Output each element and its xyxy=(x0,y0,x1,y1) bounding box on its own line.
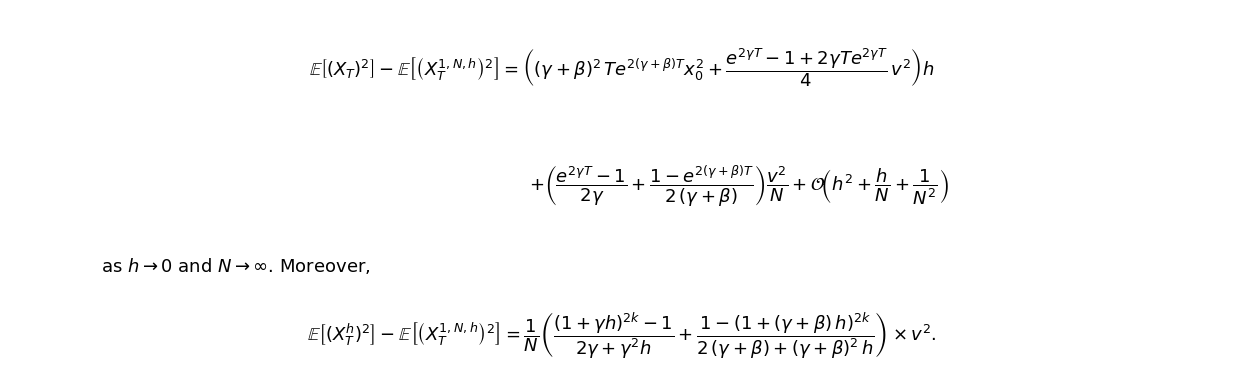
Text: $+\left(\dfrac{e^{2\gamma T}-1}{2\gamma}+\dfrac{1-e^{2(\gamma+\beta)T}}{2\,(\gam: $+\left(\dfrac{e^{2\gamma T}-1}{2\gamma}… xyxy=(530,162,950,208)
Text: $\mathbb{E}\left[(X_T)^2\right] - \mathbb{E}\left[\left(X_T^{1,N,h}\right)^2\rig: $\mathbb{E}\left[(X_T)^2\right] - \mathb… xyxy=(308,46,935,89)
Text: as $h\to 0$ and $N\to\infty$. Moreover,: as $h\to 0$ and $N\to\infty$. Moreover, xyxy=(101,256,370,276)
Text: $\mathbb{E}\left[(X_T^h)^2\right] - \mathbb{E}\left[\left(X_T^{1,N,h}\right)^2\r: $\mathbb{E}\left[(X_T^h)^2\right] - \mat… xyxy=(307,310,936,361)
